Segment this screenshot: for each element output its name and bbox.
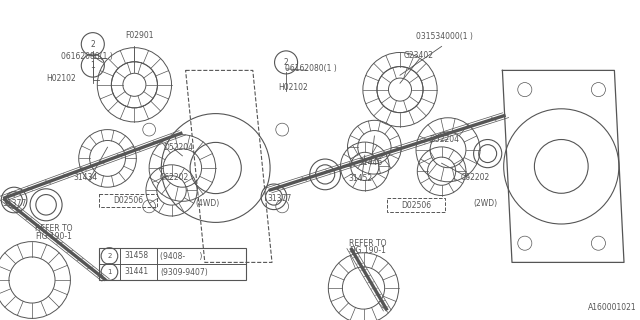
Text: 31377: 31377	[268, 194, 292, 203]
Text: (2WD): (2WD)	[474, 199, 498, 208]
Text: 31441: 31441	[125, 268, 149, 276]
Text: 31452: 31452	[349, 174, 373, 183]
Text: D02506: D02506	[113, 196, 143, 205]
Text: D02506: D02506	[401, 201, 431, 210]
Text: A160001021: A160001021	[588, 303, 637, 312]
Text: C62202: C62202	[160, 173, 189, 182]
Text: F02901: F02901	[125, 31, 154, 40]
Bar	[99, 248, 246, 280]
Bar	[99, 194, 157, 207]
Text: (4WD): (4WD)	[195, 199, 220, 208]
Text: H02102: H02102	[278, 84, 308, 92]
Text: D52204: D52204	[429, 135, 459, 144]
Text: (9408-      ): (9408- )	[160, 252, 202, 260]
Text: REFER TO: REFER TO	[349, 239, 387, 248]
Text: 1: 1	[107, 269, 112, 275]
Text: 31377: 31377	[2, 199, 26, 208]
Bar	[387, 198, 445, 212]
Text: C62202: C62202	[461, 173, 490, 182]
Text: 31446: 31446	[358, 158, 383, 167]
Text: 031534000(1 ): 031534000(1 )	[416, 32, 473, 41]
Text: FIG.190-1: FIG.190-1	[349, 246, 386, 255]
Text: H02102: H02102	[46, 74, 76, 83]
Text: 2: 2	[284, 58, 289, 67]
Text: 1: 1	[90, 61, 95, 70]
Text: 06162080(1 ): 06162080(1 )	[285, 64, 337, 73]
Text: 06162080(1 ): 06162080(1 )	[61, 52, 113, 60]
Text: D52204: D52204	[163, 143, 193, 152]
Text: REFER TO: REFER TO	[35, 224, 73, 233]
Text: 2: 2	[90, 40, 95, 49]
Text: G23402: G23402	[403, 52, 433, 60]
Text: FIG.190-1: FIG.190-1	[35, 232, 72, 241]
Text: 31434: 31434	[74, 173, 98, 182]
Text: 2: 2	[108, 253, 111, 259]
Text: (9309-9407): (9309-9407)	[160, 268, 208, 276]
Text: 31458: 31458	[125, 252, 149, 260]
